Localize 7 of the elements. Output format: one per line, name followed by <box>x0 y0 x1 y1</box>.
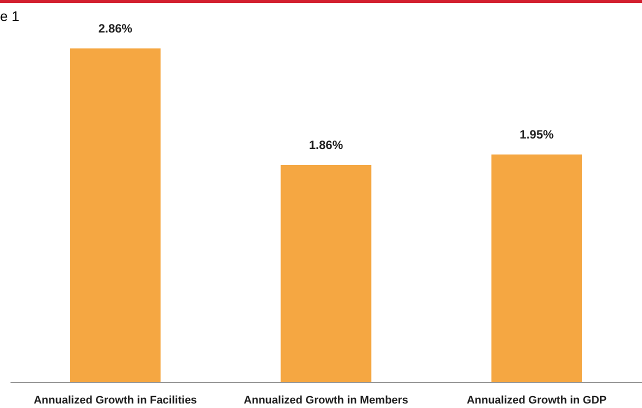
chart-title: e 1 <box>0 8 20 24</box>
x-tick-label: Annualized Growth in GDP <box>466 394 607 406</box>
data-label: 1.95% <box>520 128 554 142</box>
x-tick-label: Annualized Growth in Facilities <box>34 394 197 406</box>
x-tick-label: Annualized Growth in Members <box>244 394 408 406</box>
data-label: 2.86% <box>98 21 133 36</box>
data-label: 1.86% <box>308 138 344 152</box>
